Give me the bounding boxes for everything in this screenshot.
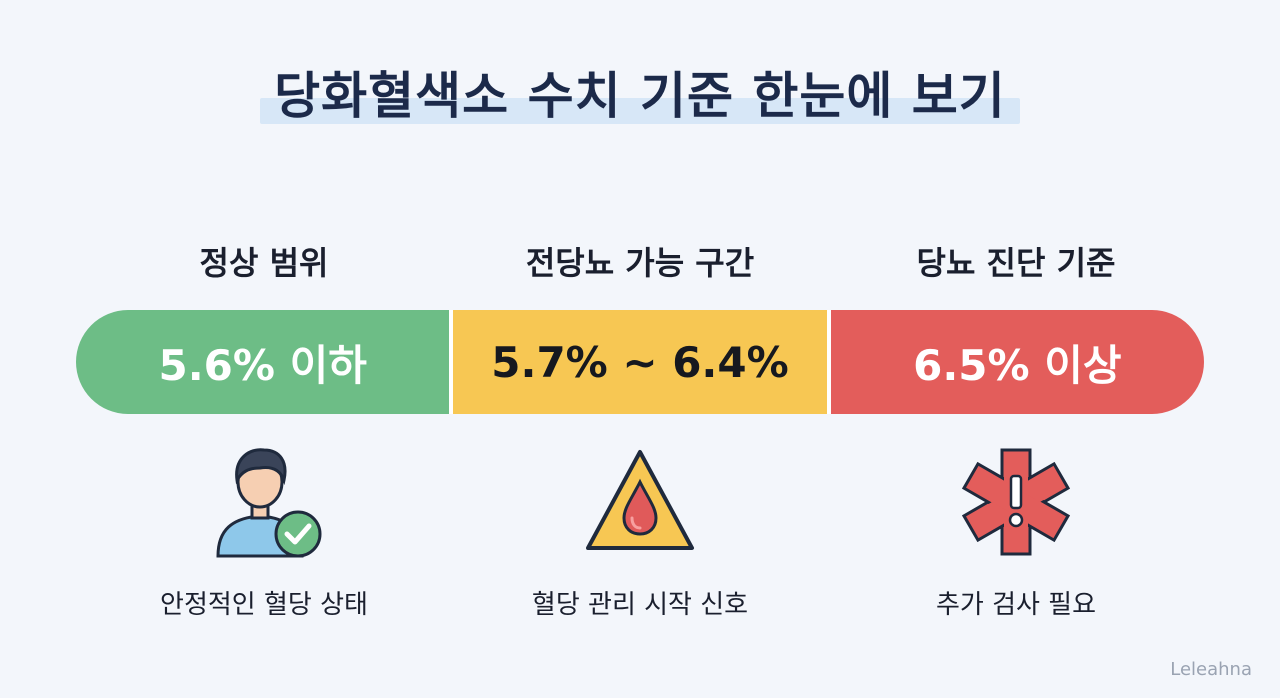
range-bar: 5.6% 이하 5.7% ~ 6.4% 6.5% 이상 (76, 310, 1204, 414)
icon-cell-prediabetes (452, 444, 828, 560)
page-title-text: 당화혈색소 수치 기준 한눈에 보기 (274, 67, 1006, 125)
icon-row (76, 444, 1204, 560)
category-descriptions: 안정적인 혈당 상태 혈당 관리 시작 신호 추가 검사 필요 (76, 584, 1204, 621)
range-diabetes: 6.5% 이상 (830, 310, 1204, 414)
medical-star-alert-icon (961, 448, 1071, 556)
range-prediabetes: 5.7% ~ 6.4% (449, 310, 831, 414)
range-normal: 5.6% 이하 (76, 310, 450, 414)
warning-blood-drop-icon (586, 450, 694, 550)
page-title: 당화혈색소 수치 기준 한눈에 보기 (260, 66, 1020, 126)
category-labels: 정상 범위 전당뇨 가능 구간 당뇨 진단 기준 (76, 238, 1204, 284)
desc-diabetes: 추가 검사 필요 (935, 590, 1097, 620)
author-credit: Leleahna (1170, 659, 1252, 680)
icon-cell-diabetes (828, 444, 1204, 560)
title-area: 당화혈색소 수치 기준 한눈에 보기 (0, 66, 1280, 126)
label-diabetes: 당뇨 진단 기준 (916, 244, 1116, 282)
label-normal: 정상 범위 (199, 244, 329, 282)
desc-prediabetes: 혈당 관리 시작 신호 (531, 590, 749, 620)
icon-cell-normal (76, 444, 452, 560)
label-prediabetes: 전당뇨 가능 구간 (525, 244, 755, 282)
person-check-icon (216, 448, 322, 558)
desc-normal: 안정적인 혈당 상태 (160, 590, 368, 620)
title-highlight (260, 98, 1020, 124)
